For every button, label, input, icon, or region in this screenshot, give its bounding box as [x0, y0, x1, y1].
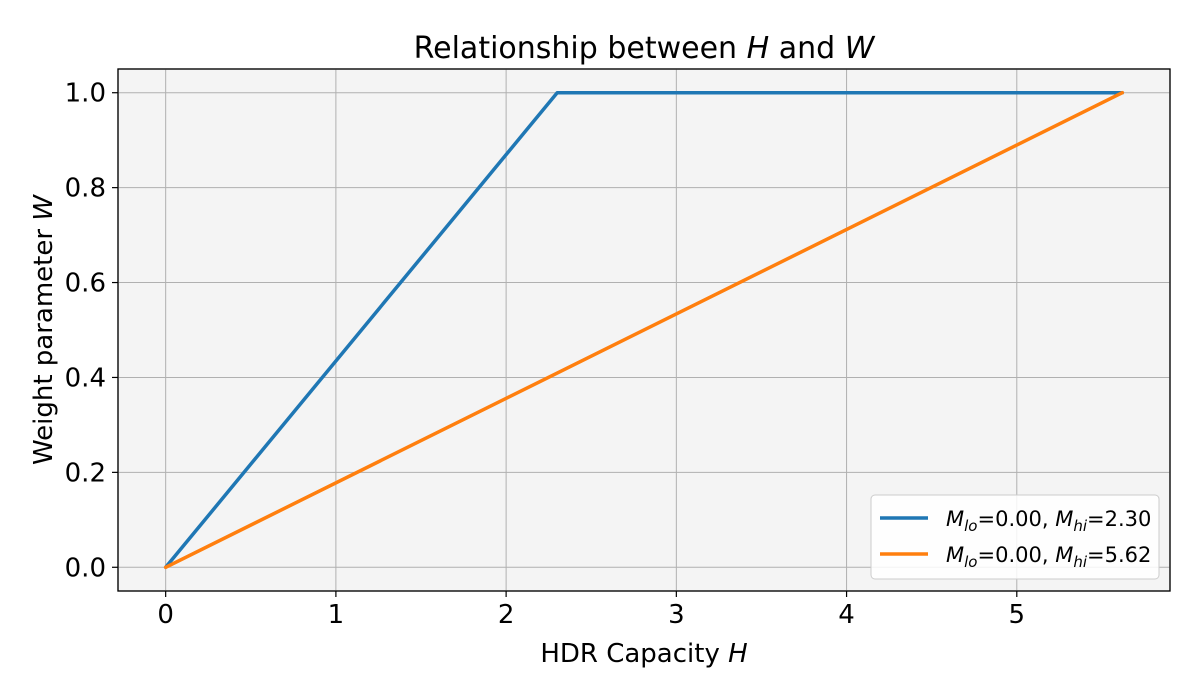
legend-label-2: Mlo=0.00, Mhi=5.62 [946, 543, 1151, 571]
chart-title-var-h: H [747, 31, 770, 66]
x-axis-label-var: H [728, 639, 748, 669]
legend-label-2-sub-hi: hi [1073, 553, 1088, 571]
legend-label-2-value-hi: =5.62 [1087, 543, 1151, 567]
legend-label-2-m-lo: M [946, 543, 964, 567]
chart-title-text-1: Relationship between [414, 31, 747, 66]
x-tick-label: 1 [328, 600, 345, 630]
legend-label-1: Mlo=0.00, Mhi=2.30 [946, 507, 1151, 535]
x-axis-label: HDR Capacity H [540, 639, 747, 669]
legend-label-2-sub-lo: lo [964, 553, 977, 571]
legend: Mlo=0.00, Mhi=2.30 Mlo=0.00, Mhi=5.62 [870, 494, 1160, 580]
y-tick-label: 0.8 [65, 174, 106, 204]
axis-ticks: 0 1 2 3 4 5 0.0 0.2 0.4 0.6 0.8 1.0 [65, 79, 1025, 630]
legend-label-1-m-hi: M [1055, 507, 1073, 531]
legend-label-1-value-lo: =0.00, [977, 507, 1055, 531]
series-line-2 [163, 90, 1125, 570]
series-lines [163, 90, 1125, 570]
y-tick-label: 1.0 [65, 79, 106, 109]
chart-title: Relationship between H and W [414, 31, 876, 66]
x-tick-label: 4 [838, 600, 855, 630]
legend-label-1-value-hi: =2.30 [1087, 507, 1151, 531]
x-tick-label: 2 [498, 600, 515, 630]
series-line-1 [163, 90, 1125, 570]
legend-label-1-sub-lo: lo [964, 517, 977, 535]
legend-label-1-m-lo: M [946, 507, 964, 531]
legend-label-1-sub-hi: hi [1073, 517, 1088, 535]
chart-title-text-2: and [769, 31, 845, 66]
x-tick-label: 0 [157, 600, 174, 630]
y-axis-label-var: W [29, 194, 59, 221]
plot-frame [117, 68, 1171, 592]
y-axis-label: Weight parameter W [29, 194, 59, 465]
legend-label-2-value-lo: =0.00, [977, 543, 1055, 567]
x-tick-label: 3 [668, 600, 685, 630]
x-axis-label-text: HDR Capacity [540, 639, 728, 669]
x-tick-label: 5 [1009, 600, 1026, 630]
y-tick-label: 0.2 [65, 458, 106, 488]
y-tick-label: 0.6 [65, 269, 106, 299]
y-axis-label-text: Weight parameter [29, 221, 59, 465]
legend-label-2-m-hi: M [1055, 543, 1073, 567]
chart-title-var-w: W [845, 31, 876, 66]
y-tick-label: 0.0 [65, 553, 106, 583]
legend-box [870, 494, 1160, 580]
y-tick-label: 0.4 [65, 363, 106, 393]
